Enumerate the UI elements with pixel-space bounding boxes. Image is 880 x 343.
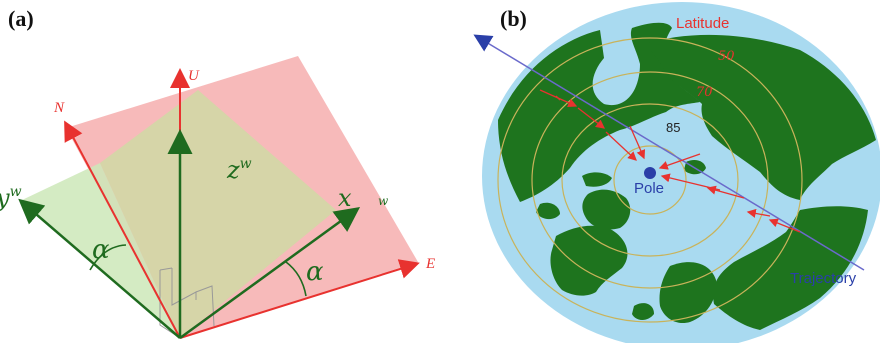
lat-70-label: 70 xyxy=(696,85,713,100)
axis-north-line xyxy=(64,120,181,339)
pole-marker xyxy=(644,167,656,179)
land-bottom-center xyxy=(550,225,628,296)
land-island-small-5 xyxy=(558,147,574,159)
axis-x-line xyxy=(179,207,361,340)
land-right-bottom xyxy=(713,206,868,330)
arrow-3 xyxy=(605,131,637,161)
land-island-small-1 xyxy=(582,172,612,187)
latitude-label: Latitude xyxy=(676,15,729,32)
arrow-7 xyxy=(706,185,745,199)
axis-east-line xyxy=(179,259,420,339)
ring-85 xyxy=(613,145,687,215)
olive-plane xyxy=(100,90,336,338)
axis-w-label: w xyxy=(378,194,389,208)
axis-zw-label: zw xyxy=(226,156,252,184)
trajectory-line xyxy=(473,34,865,271)
axis-yw-label: yw xyxy=(0,184,22,212)
arrow-8 xyxy=(746,208,771,218)
pole-label: Pole xyxy=(634,180,664,197)
land-island-small-2 xyxy=(536,202,560,220)
lat-85-label: 85 xyxy=(666,120,680,135)
panel-b: (b) xyxy=(473,2,880,343)
ring-70 xyxy=(531,71,769,289)
panel-a: (a) U N E zw x yw w α α xyxy=(0,6,435,340)
panel-b-label: (b) xyxy=(500,6,527,31)
angle-arc-left xyxy=(89,244,127,271)
land-right-top xyxy=(644,34,876,200)
trajectory-label: Trajectory xyxy=(790,270,857,287)
ring-50 xyxy=(497,37,803,323)
land-island-small-3 xyxy=(632,303,654,320)
angle-alpha-right: α xyxy=(306,257,324,287)
panel-a-label: (a) xyxy=(8,6,34,31)
land-masses xyxy=(498,22,876,330)
angle-arc-right xyxy=(285,261,307,297)
arrow-10 xyxy=(555,95,561,101)
axis-yw-line xyxy=(18,198,181,339)
land-left xyxy=(498,22,700,203)
arrow-2 xyxy=(577,107,606,129)
angle-alpha-left: α xyxy=(92,235,110,265)
axis-east-label: E xyxy=(425,256,435,272)
axis-up-label: U xyxy=(188,68,200,84)
arrow-9 xyxy=(768,218,801,233)
arrow-4 xyxy=(629,125,646,160)
axis-north-label: N xyxy=(53,100,65,116)
current-arrows xyxy=(539,89,801,233)
green-plane xyxy=(22,163,180,338)
lat-50-label: 50 xyxy=(718,49,735,64)
land-island-center xyxy=(582,189,631,230)
axis-x-label: x xyxy=(338,184,352,212)
latitude-rings xyxy=(497,37,803,323)
arrow-5 xyxy=(658,153,701,170)
ring-outer-85 xyxy=(561,103,739,257)
